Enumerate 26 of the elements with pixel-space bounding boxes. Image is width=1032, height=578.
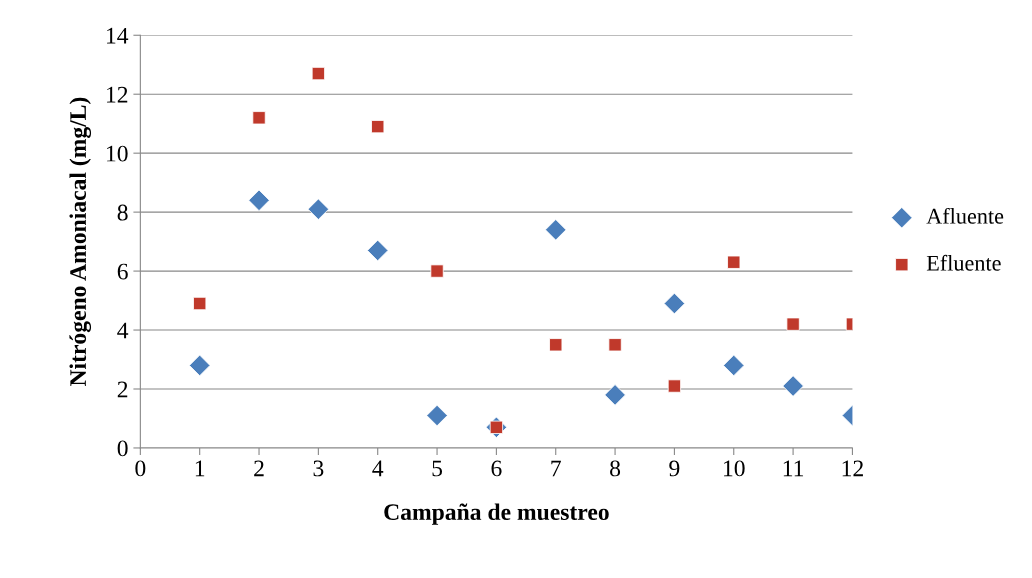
y-tick-label: 8	[117, 204, 128, 221]
x-tick-label: 2	[254, 460, 264, 477]
x-tick-label: 9	[669, 460, 680, 477]
y-tick-label: 0	[117, 440, 128, 457]
x-tick-label: 11	[783, 460, 804, 477]
y-tick-label: 10	[107, 145, 128, 162]
x-tick-label: 10	[724, 460, 745, 477]
y-tick-label: 12	[107, 86, 128, 103]
legend-label: Afluente	[926, 207, 1004, 224]
x-tick-label: 8	[610, 460, 621, 477]
legend-label: Efluente	[926, 254, 1001, 271]
x-axis-title: Campaña de muestreo	[384, 503, 609, 525]
y-tick-label: 14	[107, 27, 129, 44]
x-tick-label: 4	[372, 460, 384, 477]
x-tick-label: 1	[195, 460, 205, 477]
y-axis-title: Nitrógeno Amoniacal (mg/L)	[69, 97, 92, 387]
y-tick-label: 2	[117, 381, 128, 398]
x-tick-label: 3	[313, 460, 324, 477]
x-tick-label: 6	[491, 460, 502, 477]
point	[663, 292, 686, 315]
x-tick-label: 7	[551, 460, 561, 477]
x-tick-label: 5	[432, 460, 443, 477]
x-tick-label: 12	[842, 460, 863, 477]
y-tick-label: 6	[117, 263, 128, 280]
x-tick-label: 0	[135, 460, 146, 477]
y-tick-label: 4	[117, 322, 129, 339]
